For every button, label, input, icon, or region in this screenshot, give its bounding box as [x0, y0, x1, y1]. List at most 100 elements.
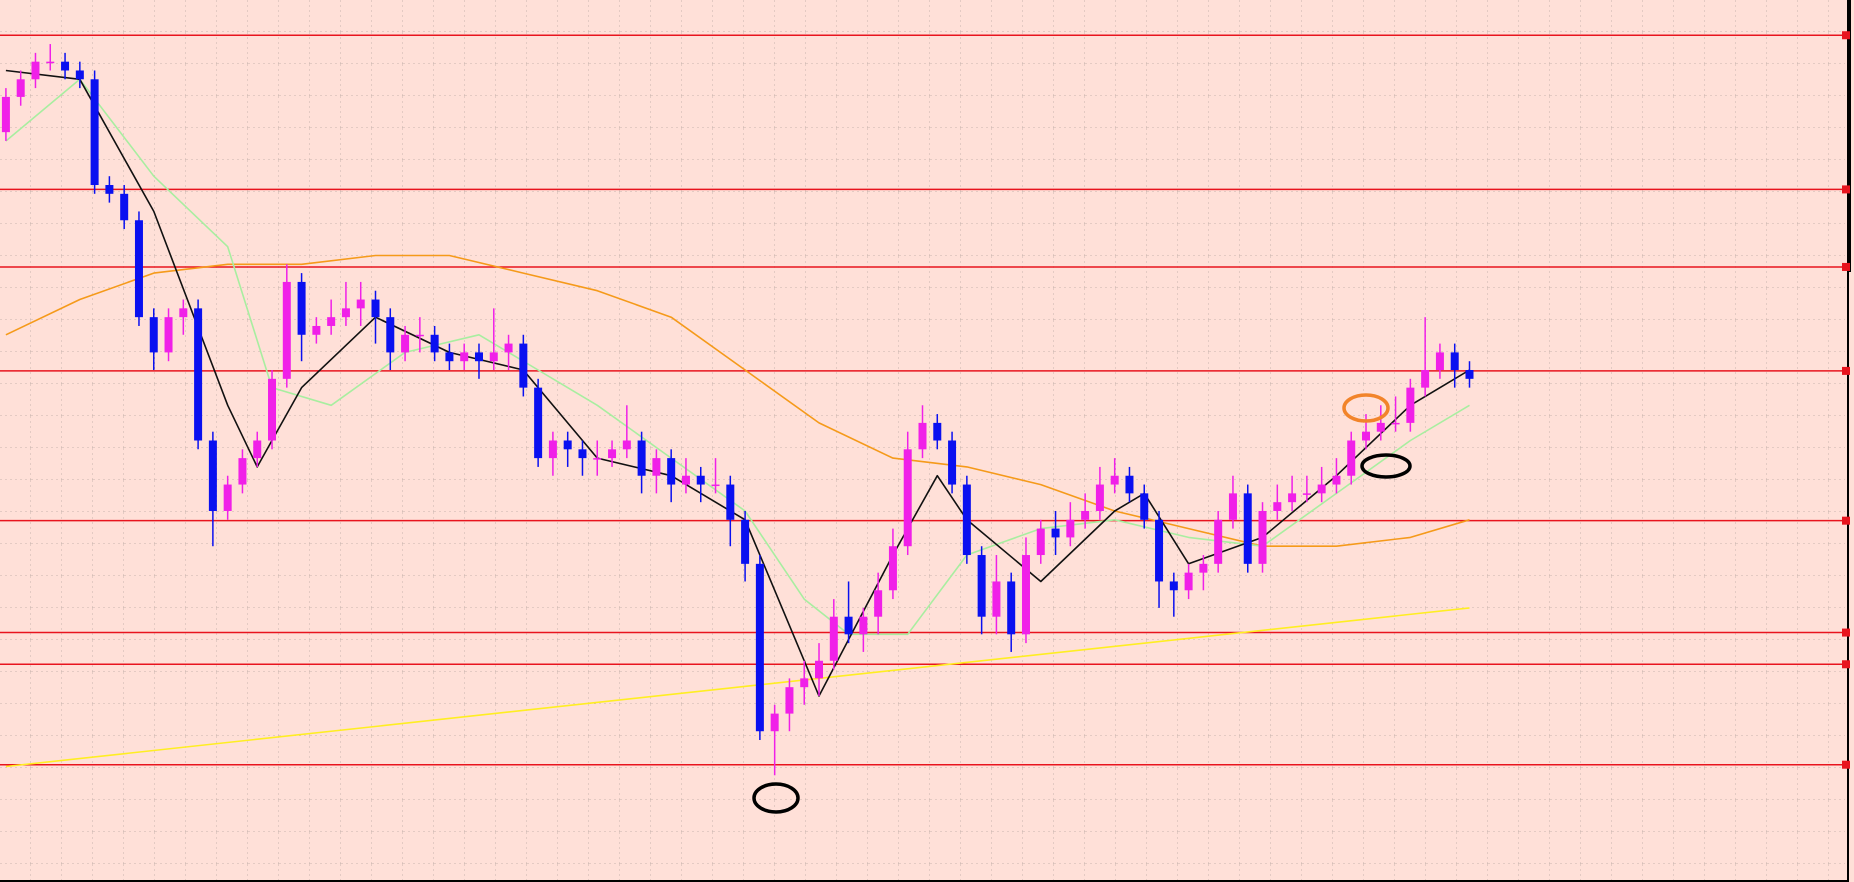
candle-body: [356, 299, 365, 309]
candle-body: [460, 352, 469, 362]
candle-body: [1110, 475, 1119, 485]
candle-body: [341, 308, 350, 318]
candle-body: [1362, 431, 1371, 441]
moving-average-line: [5, 254, 1470, 547]
candle-body: [31, 61, 40, 80]
candle-body: [1435, 352, 1444, 371]
moving-average-line: [5, 607, 1470, 768]
candle-body: [1273, 502, 1282, 511]
candle-body: [253, 440, 262, 459]
candle-body: [844, 616, 853, 635]
candle-body: [578, 449, 587, 459]
candle-body: [238, 458, 247, 485]
candle-body: [888, 546, 897, 591]
candle-body: [1347, 440, 1356, 476]
candle-body: [179, 308, 188, 318]
candle-body: [1391, 422, 1400, 425]
candle-body: [1051, 528, 1060, 538]
candle-body: [1021, 555, 1030, 635]
candle-body: [519, 343, 528, 388]
candle-body: [1095, 484, 1104, 511]
candle-body: [977, 555, 986, 617]
candle-body: [608, 449, 617, 459]
candle-body: [401, 334, 410, 353]
candle-body: [1243, 493, 1252, 564]
candle-body: [726, 484, 735, 520]
candle-body: [815, 660, 824, 679]
candle-body: [1, 96, 10, 133]
candle-body: [770, 713, 779, 732]
candle-body: [1007, 581, 1016, 635]
candle-body: [75, 70, 84, 80]
candle-body: [1406, 387, 1415, 423]
candle-body: [593, 458, 602, 460]
candle-body: [667, 458, 676, 485]
candle-body: [1199, 563, 1208, 573]
candle-body: [504, 343, 513, 353]
level-marker: [1842, 628, 1850, 637]
candle-body: [948, 440, 957, 485]
candle-body: [741, 519, 750, 564]
candle-body: [1140, 493, 1149, 520]
candle-body: [1214, 519, 1223, 564]
candle-body: [327, 317, 336, 326]
candle-body: [282, 281, 291, 379]
level-marker: [1842, 185, 1850, 194]
candle-body: [268, 378, 277, 441]
candle-body: [489, 352, 498, 362]
level-marker: [1842, 760, 1850, 769]
candle-body: [1066, 519, 1075, 538]
candle-body: [534, 387, 543, 459]
candle-body: [90, 79, 99, 186]
candle-body: [1421, 370, 1430, 388]
level-marker: [1842, 366, 1850, 375]
candle-body: [474, 352, 483, 362]
candle-body: [859, 616, 868, 635]
candle-body: [1288, 493, 1297, 503]
candle-body: [1228, 493, 1237, 520]
candle-body: [386, 317, 395, 353]
candle-body: [1169, 581, 1178, 591]
candle-body: [430, 334, 439, 353]
candle-body: [1317, 484, 1326, 494]
candle-body: [1081, 510, 1090, 520]
level-marker: [1842, 660, 1850, 669]
candle-body: [61, 61, 70, 71]
level-marker: [1842, 262, 1850, 271]
candle-body: [874, 590, 883, 617]
candle-body: [1155, 519, 1164, 582]
candle-body: [105, 185, 114, 194]
candle-body: [1258, 510, 1267, 564]
candle-body: [134, 220, 143, 318]
level-marker: [1842, 516, 1850, 525]
candle-body: [1332, 475, 1341, 485]
candle-body: [681, 475, 690, 485]
candle-body: [696, 475, 705, 485]
candle-body: [1450, 352, 1459, 371]
candle-body: [903, 449, 912, 547]
candle-body: [445, 352, 454, 362]
candle-body: [371, 299, 380, 318]
candle-body: [829, 616, 838, 661]
candle-body: [800, 678, 809, 688]
candle-body: [223, 484, 232, 511]
candle-body: [918, 422, 927, 450]
candle-body: [622, 440, 631, 450]
candle-body: [992, 581, 1001, 617]
candle-body: [637, 440, 646, 476]
candle-body: [1465, 370, 1474, 379]
candle-body: [208, 440, 217, 511]
annotation-circle: [1342, 393, 1390, 423]
candle-body: [962, 484, 971, 556]
candle-body: [1302, 493, 1311, 495]
annotation-circle: [1360, 453, 1412, 479]
candle-body: [548, 440, 557, 459]
candle-body: [933, 422, 942, 441]
candle-body: [563, 440, 572, 450]
candle-body: [149, 317, 158, 353]
candle-body: [194, 308, 203, 441]
moving-average-line: [5, 69, 1470, 697]
level-marker: [1842, 31, 1850, 40]
candle-body: [1184, 572, 1193, 591]
candle-body: [755, 563, 764, 732]
